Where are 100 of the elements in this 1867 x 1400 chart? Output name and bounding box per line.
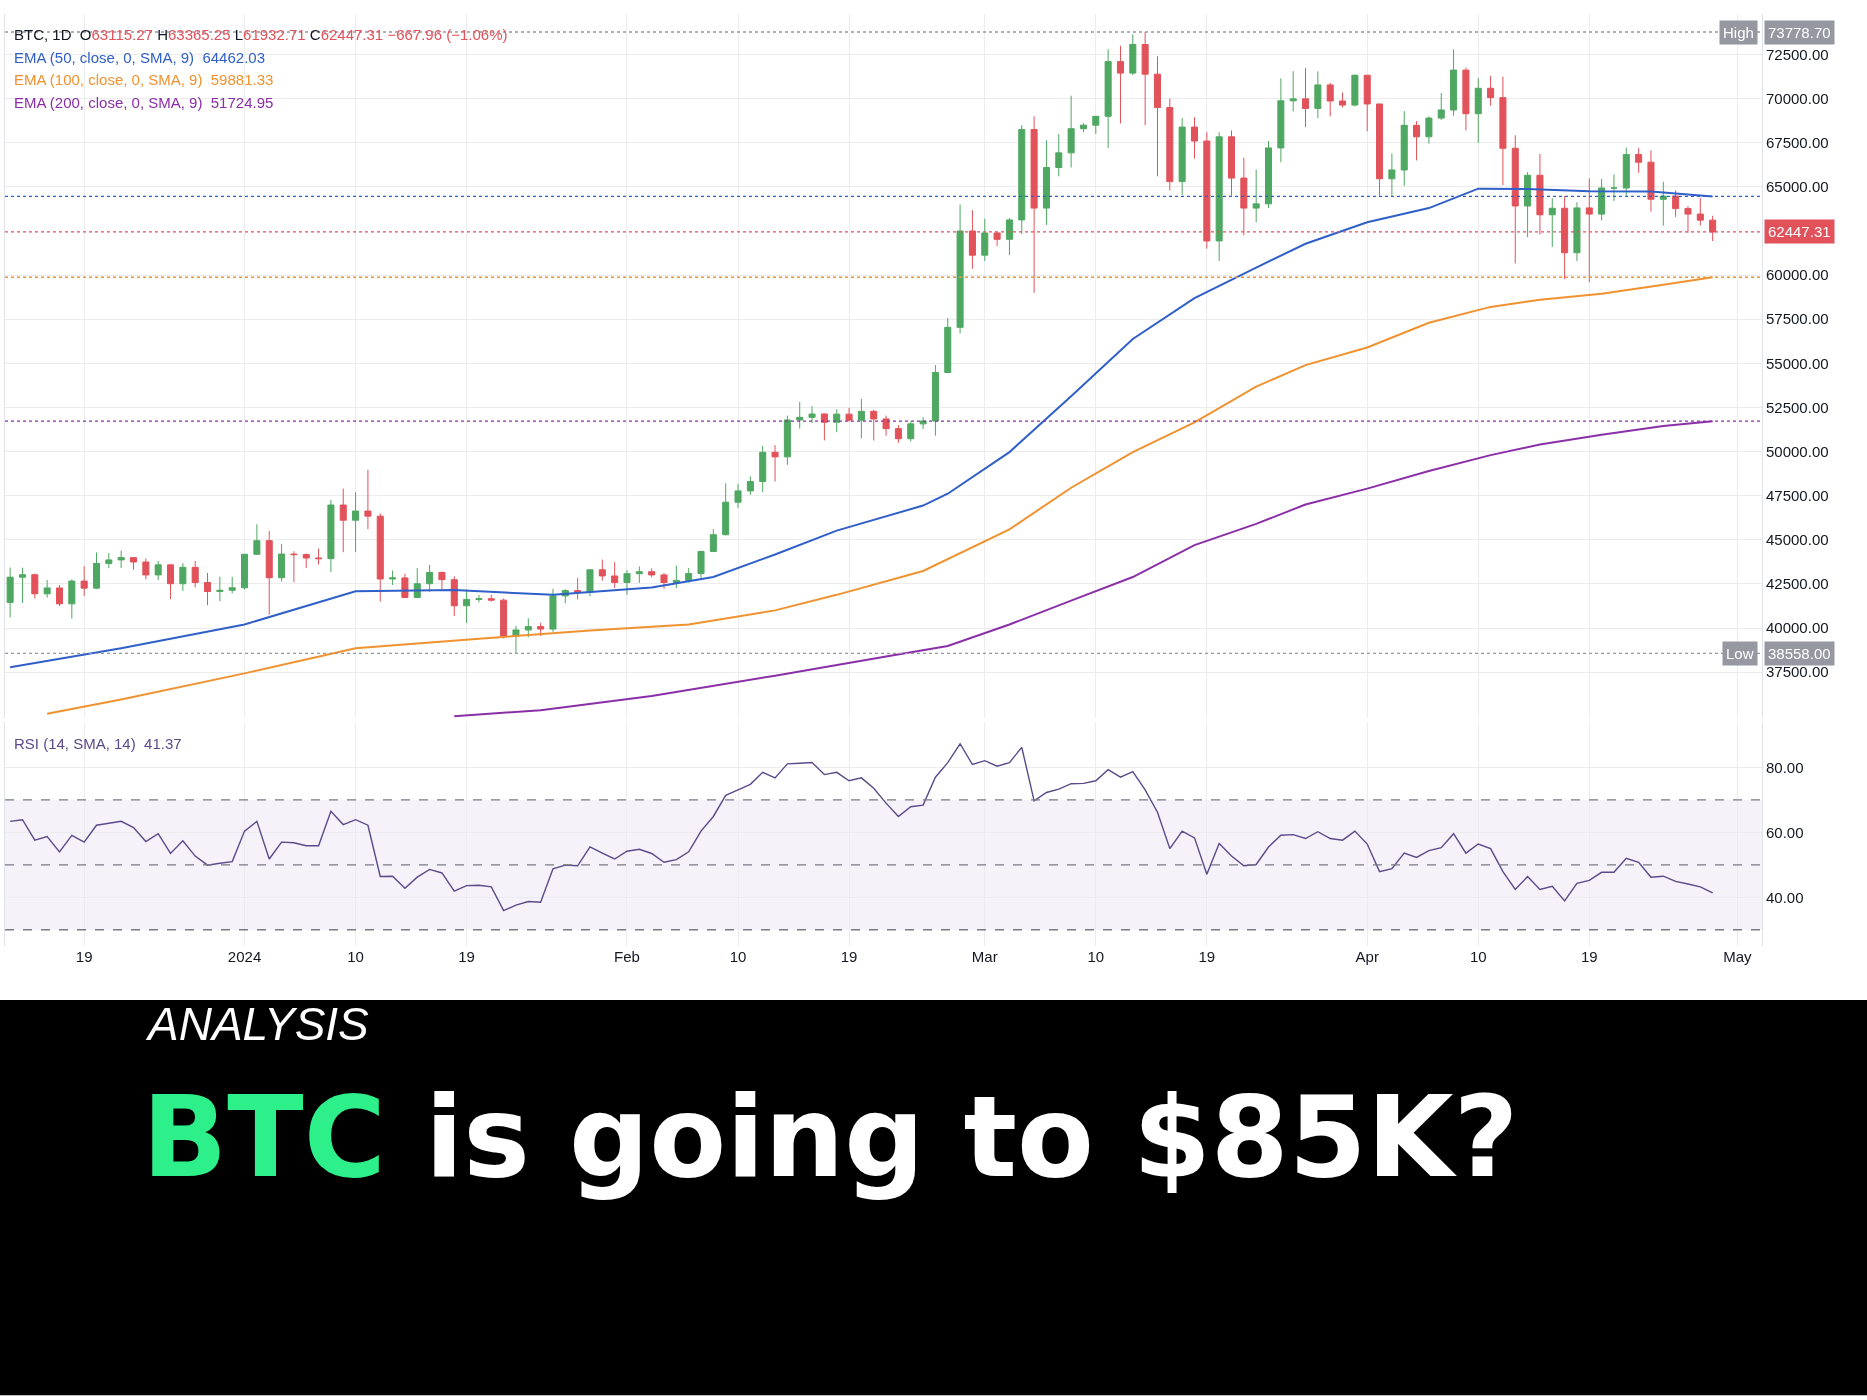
candlestick [1141, 31, 1149, 126]
y-tick-label: 55000.00 [1766, 354, 1829, 372]
candlestick [1339, 92, 1347, 109]
candlestick [1376, 103, 1384, 197]
candlestick [1437, 92, 1445, 121]
candlestick [981, 218, 989, 262]
candlestick [1265, 140, 1273, 209]
candlestick [31, 572, 39, 600]
y-tick-label: 65000.00 [1766, 178, 1829, 196]
candlestick [1450, 48, 1458, 117]
candlestick [339, 488, 347, 553]
text: BTC is going to $85K? [142, 1072, 1519, 1202]
candlestick [142, 557, 150, 580]
candlestick [1178, 117, 1186, 196]
candlestick [1524, 171, 1532, 238]
candlestick [204, 572, 212, 606]
candlestick [660, 572, 668, 590]
annotation: 51724.95 [210, 94, 274, 111]
text: ANALYSIS [145, 998, 370, 1050]
candlestick [500, 598, 508, 640]
candlestick [43, 579, 51, 599]
candlestick [931, 364, 939, 437]
candlestick [55, 584, 64, 607]
x-tick-label: 2024 [227, 948, 262, 965]
candlestick [759, 445, 767, 493]
candlestick [1413, 120, 1421, 161]
text: EMA (50, close, 0, SMA, 9) [14, 49, 195, 66]
candlestick [1055, 133, 1063, 177]
annotation: 59881.33 [210, 71, 274, 88]
candlestick [574, 577, 582, 600]
candlestick [92, 552, 101, 590]
text: BTC, 1D O [14, 26, 92, 43]
candlestick [1018, 124, 1026, 235]
candlestick [1462, 67, 1470, 131]
x-tick-label: 10 [1469, 948, 1487, 965]
candlestick [1474, 77, 1482, 144]
candlestick [722, 482, 730, 536]
candlestick [1314, 70, 1322, 119]
candlestick [944, 317, 952, 374]
candlestick [857, 398, 865, 439]
candlestick [907, 421, 915, 443]
x-tick-label: 19 [75, 948, 93, 965]
candlestick [894, 424, 902, 444]
candlestick [648, 567, 656, 578]
x-tick-label: 10 [347, 948, 364, 965]
candlestick [129, 556, 138, 571]
candlestick [796, 401, 804, 430]
x-tick-label: 10 [729, 948, 747, 965]
candlestick [401, 573, 409, 599]
candlestick [1548, 197, 1556, 248]
candlestick [167, 564, 175, 600]
candlestick [1092, 115, 1100, 135]
candlestick [1388, 152, 1396, 197]
y-tick-label: 42500.00 [1766, 575, 1829, 593]
candlestick [253, 523, 261, 556]
candlestick [1042, 139, 1050, 226]
y-tick-label: 45000.00 [1766, 531, 1829, 549]
candlestick [450, 575, 458, 617]
candlestick [352, 491, 360, 553]
x-tick-label: Apr [1355, 948, 1379, 965]
candlestick [1635, 147, 1643, 174]
candlestick [956, 204, 964, 334]
candlestick [105, 552, 113, 569]
candlestick [845, 407, 853, 423]
candlestick [870, 409, 878, 441]
ref-line-label: 62447.31 [1768, 223, 1831, 240]
text: EMA (100, close, 0, SMA, 9) [14, 71, 203, 88]
candlestick [1696, 197, 1704, 227]
candlestick [1598, 178, 1606, 221]
candlestick [80, 565, 88, 597]
candlestick [1289, 70, 1297, 112]
x-tick-label: 19 [1198, 948, 1216, 965]
text: RSI (14, SMA, 14) [14, 735, 136, 752]
x-tick-label: 19 [840, 948, 858, 965]
candlestick [1005, 217, 1013, 256]
candlestick [364, 469, 372, 530]
annotation: 41.37 [144, 735, 182, 752]
y-tick-label: 70000.00 [1766, 89, 1829, 107]
candlestick [709, 528, 717, 553]
candlestick [302, 554, 310, 569]
candlestick [1351, 74, 1359, 107]
candlestick [1499, 76, 1507, 186]
candlestick [278, 543, 286, 583]
candlestick [1487, 75, 1495, 107]
ref-line-label: High 73778.70 [1723, 24, 1831, 41]
candlestick [315, 548, 323, 565]
x-tick-label: May [1723, 948, 1752, 965]
candlestick [265, 530, 273, 616]
annotation: 64462.03 [202, 49, 265, 66]
candlestick [1153, 55, 1162, 177]
candlestick [1326, 82, 1334, 117]
candlestick [376, 512, 384, 603]
candlestick [820, 412, 828, 441]
candlestick [1425, 115, 1433, 145]
candlestick [549, 588, 557, 633]
candlestick [327, 499, 335, 573]
x-tick-label: 19 [458, 948, 475, 965]
text: EMA (200, close, 0, SMA, 9) [14, 94, 203, 111]
candlestick [611, 561, 619, 589]
candlestick [808, 405, 816, 424]
